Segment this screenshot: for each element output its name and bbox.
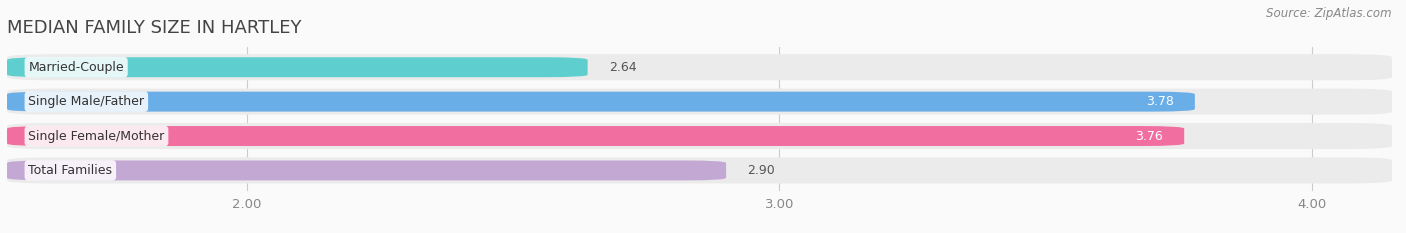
FancyBboxPatch shape [7, 92, 1195, 112]
FancyBboxPatch shape [7, 54, 1392, 80]
Text: 2.90: 2.90 [748, 164, 775, 177]
Text: MEDIAN FAMILY SIZE IN HARTLEY: MEDIAN FAMILY SIZE IN HARTLEY [7, 19, 301, 37]
FancyBboxPatch shape [7, 89, 1392, 115]
Text: 2.64: 2.64 [609, 61, 637, 74]
Text: 3.76: 3.76 [1135, 130, 1163, 143]
Text: Source: ZipAtlas.com: Source: ZipAtlas.com [1267, 7, 1392, 20]
FancyBboxPatch shape [7, 123, 1392, 149]
Text: 3.78: 3.78 [1146, 95, 1174, 108]
FancyBboxPatch shape [7, 161, 725, 180]
Text: Total Families: Total Families [28, 164, 112, 177]
FancyBboxPatch shape [7, 157, 1392, 184]
FancyBboxPatch shape [7, 126, 1184, 146]
Text: Single Male/Father: Single Male/Father [28, 95, 145, 108]
Text: Single Female/Mother: Single Female/Mother [28, 130, 165, 143]
Text: Married-Couple: Married-Couple [28, 61, 124, 74]
FancyBboxPatch shape [7, 57, 588, 77]
